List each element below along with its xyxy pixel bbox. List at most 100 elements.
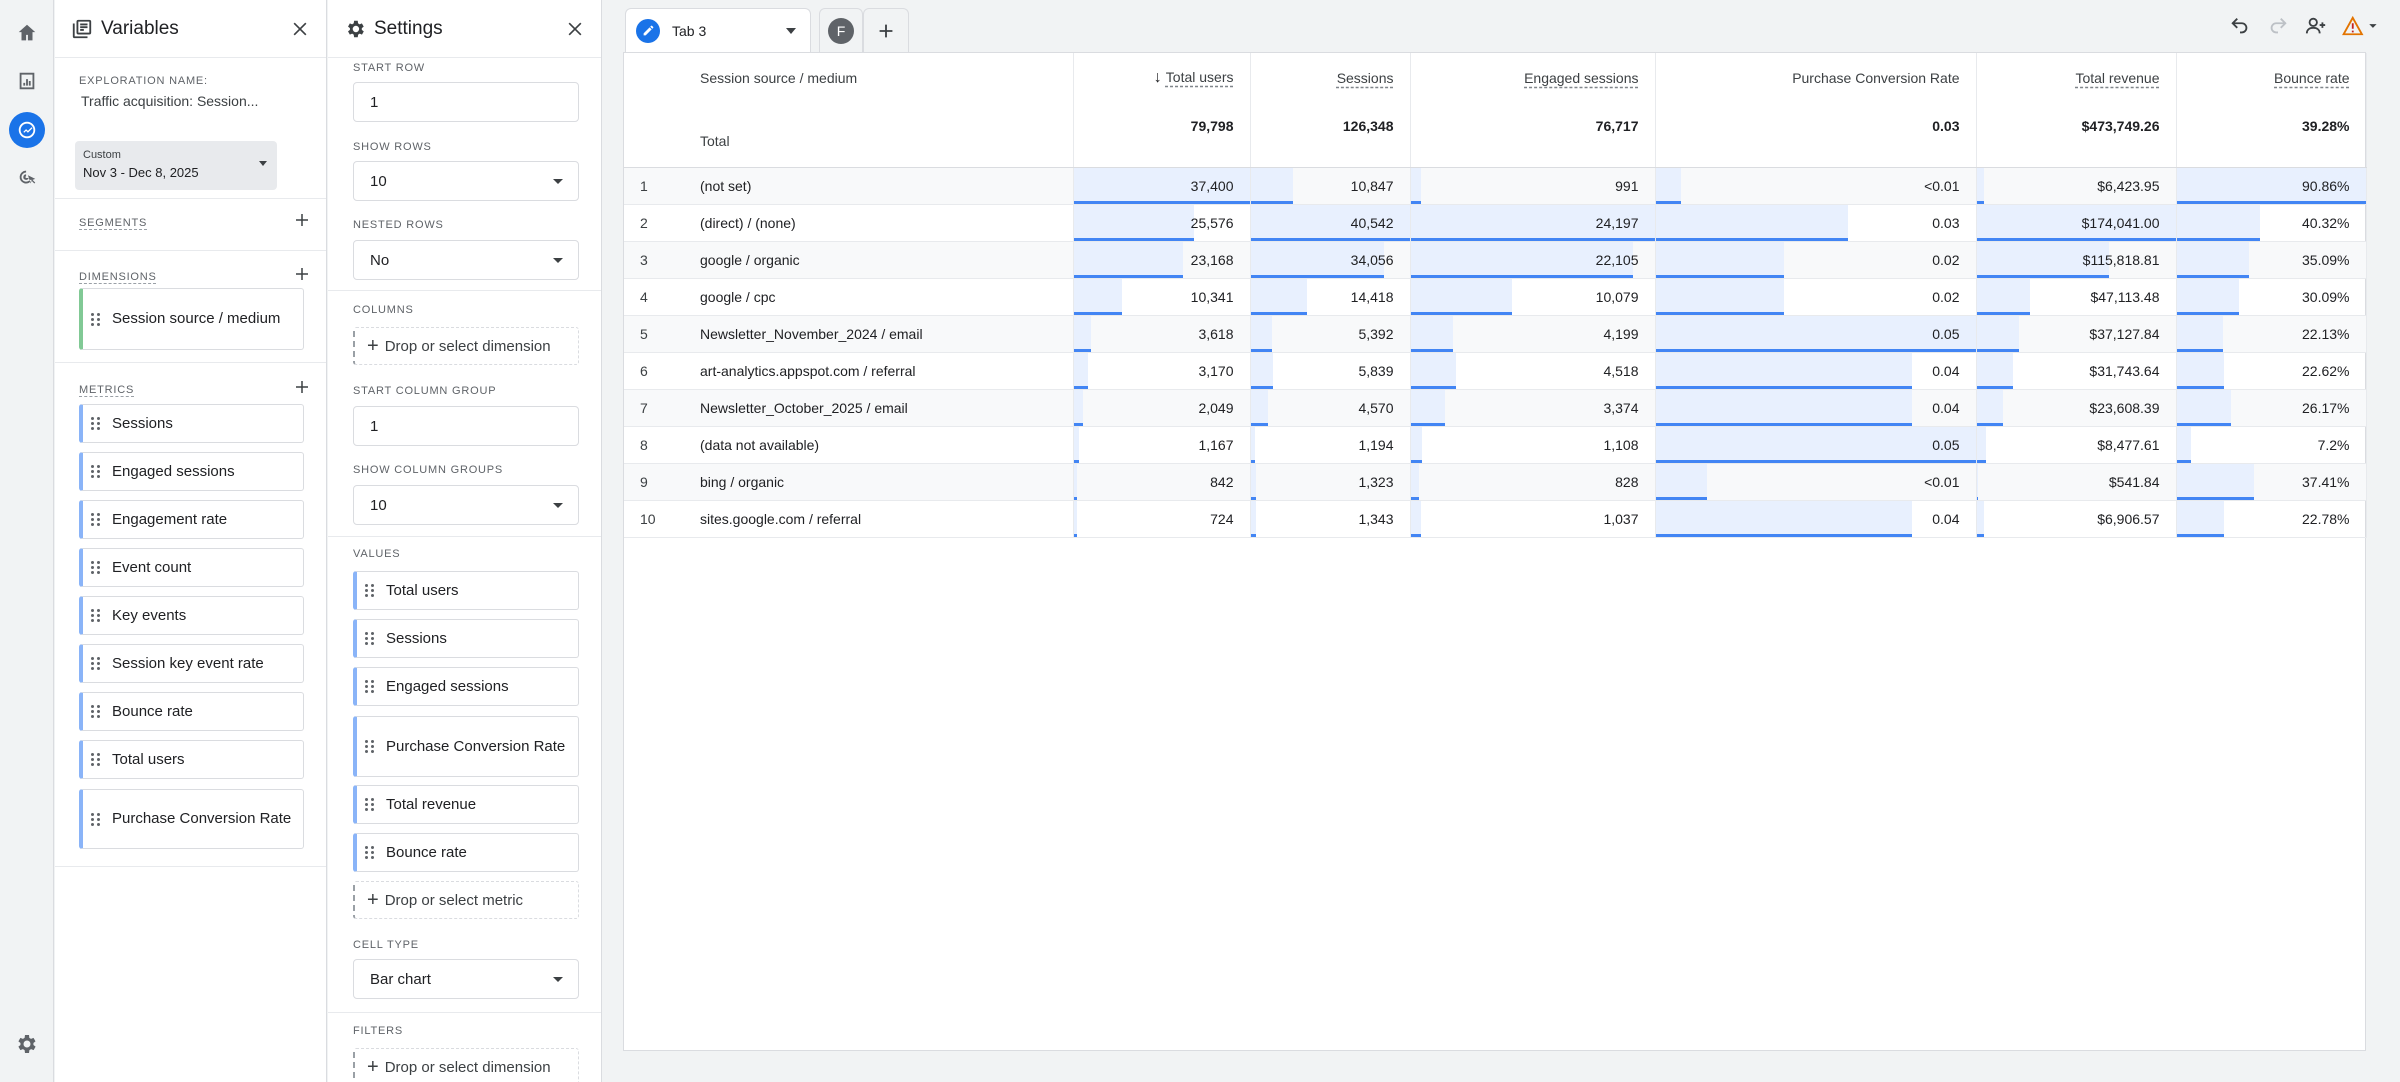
metric-cell[interactable]: $174,041.00 (1976, 204, 2177, 242)
metric-cell[interactable]: 90.86% (2176, 167, 2367, 205)
close-icon[interactable] (563, 17, 587, 41)
metric-cell[interactable]: 0.02 (1655, 241, 1977, 279)
metric-cell[interactable]: 1,323 (1250, 463, 1411, 501)
dimension-header[interactable]: Session source / medium (624, 53, 1074, 103)
metric-cell[interactable]: $6,906.57 (1976, 500, 2177, 538)
metric-cell[interactable]: $541.84 (1976, 463, 2177, 501)
metric-chip[interactable]: Bounce rate (79, 692, 304, 731)
drag-handle-icon[interactable] (91, 561, 101, 574)
share-icon[interactable] (2302, 12, 2330, 40)
drag-handle-icon[interactable] (91, 417, 101, 430)
metric-cell[interactable]: 40,542 (1250, 204, 1411, 242)
metric-cell[interactable]: 828 (1410, 463, 1656, 501)
metric-cell[interactable]: $31,743.64 (1976, 352, 2177, 390)
drag-handle-icon[interactable] (365, 740, 375, 753)
metric-cell[interactable]: 1,037 (1410, 500, 1656, 538)
column-header-total-users[interactable]: ↓ Total users (1073, 53, 1251, 103)
exploration-name[interactable]: EXPLORATION NAME: Traffic acquisition: S… (79, 75, 309, 109)
drag-handle-icon[interactable] (91, 705, 101, 718)
metric-cell[interactable]: 0.05 (1655, 315, 1977, 353)
metric-cell[interactable]: 0.02 (1655, 278, 1977, 316)
exploration-name-value[interactable]: Traffic acquisition: Session... (81, 93, 259, 109)
drag-handle-icon[interactable] (91, 657, 101, 670)
metric-cell[interactable]: 14,418 (1250, 278, 1411, 316)
metric-cell[interactable]: $47,113.48 (1976, 278, 2177, 316)
metric-cell[interactable]: 0.05 (1655, 426, 1977, 464)
metric-cell[interactable]: $37,127.84 (1976, 315, 2177, 353)
metric-cell[interactable]: $6,423.95 (1976, 167, 2177, 205)
table-row[interactable]: 1 (not set) 37,400 10,847 991 <0.01 $6,423.95 9… (624, 167, 2367, 205)
dimension-cell[interactable]: art-analytics.appspot.com / referral (692, 352, 1074, 390)
metric-cell[interactable]: 22.78% (2176, 500, 2367, 538)
add-tab-button[interactable] (863, 8, 909, 52)
metric-cell[interactable]: 30.09% (2176, 278, 2367, 316)
column-header-purchase-conversion-rate[interactable]: Purchase Conversion Rate (1655, 53, 1977, 103)
dimension-cell[interactable]: (data not available) (692, 426, 1074, 464)
metric-cell[interactable]: 34,056 (1250, 241, 1411, 279)
metric-cell[interactable]: 1,108 (1410, 426, 1656, 464)
drag-handle-icon[interactable] (365, 680, 375, 693)
metric-cell[interactable]: 22,105 (1410, 241, 1656, 279)
dimension-cell[interactable]: sites.google.com / referral (692, 500, 1074, 538)
metric-cell[interactable]: 23,168 (1073, 241, 1251, 279)
admin-gear-icon[interactable] (14, 1032, 40, 1058)
drag-handle-icon[interactable] (91, 753, 101, 766)
metric-cell[interactable]: <0.01 (1655, 463, 1977, 501)
filters-drop-zone[interactable]: + Drop or select dimension (353, 1048, 579, 1082)
dimension-cell[interactable]: google / organic (692, 241, 1074, 279)
metric-chip[interactable]: Key events (79, 596, 304, 635)
close-icon[interactable] (288, 17, 312, 41)
metric-cell[interactable]: 5,839 (1250, 352, 1411, 390)
metric-cell[interactable]: 2,049 (1073, 389, 1251, 427)
drag-handle-icon[interactable] (91, 812, 101, 826)
dimension-cell[interactable]: google / cpc (692, 278, 1074, 316)
tab-active[interactable]: Tab 3 (625, 8, 811, 52)
dimension-cell[interactable]: (direct) / (none) (692, 204, 1074, 242)
metric-chip[interactable]: Session key event rate (79, 644, 304, 683)
metric-cell[interactable]: 4,518 (1410, 352, 1656, 390)
columns-drop-zone[interactable]: + Drop or select dimension (353, 327, 579, 365)
table-row[interactable]: 8 (data not available) 1,167 1,194 1,108 0.05… (624, 426, 2367, 464)
dimension-cell[interactable]: Newsletter_October_2025 / email (692, 389, 1074, 427)
metric-cell[interactable]: 26.17% (2176, 389, 2367, 427)
metric-cell[interactable]: 991 (1410, 167, 1656, 205)
cell-type-select[interactable]: Bar chart (353, 959, 579, 999)
values-drop-zone[interactable]: + Drop or select metric (353, 881, 579, 919)
add-dimension-icon[interactable] (293, 265, 311, 288)
advertising-icon[interactable] (9, 160, 45, 196)
home-icon[interactable] (9, 15, 45, 51)
table-row[interactable]: 2 (direct) / (none) 25,576 40,542 24,197 0.03… (624, 204, 2367, 242)
column-header-sessions[interactable]: Sessions (1250, 53, 1411, 103)
table-row[interactable]: 6 art-analytics.appspot.com / referral 3,1… (624, 352, 2367, 390)
metric-chip[interactable]: Total users (79, 740, 304, 779)
value-chip[interactable]: Engaged sessions (353, 667, 579, 706)
table-row[interactable]: 4 google / cpc 10,341 14,418 10,079 0.02 $47,1… (624, 278, 2367, 316)
drag-handle-icon[interactable] (91, 609, 101, 622)
metric-cell[interactable]: 0.04 (1655, 389, 1977, 427)
metric-cell[interactable]: 724 (1073, 500, 1251, 538)
metric-cell[interactable]: 25,576 (1073, 204, 1251, 242)
metric-cell[interactable]: 37,400 (1073, 167, 1251, 205)
dimension-cell[interactable]: (not set) (692, 167, 1074, 205)
metric-cell[interactable]: 3,374 (1410, 389, 1656, 427)
metric-cell[interactable]: 10,079 (1410, 278, 1656, 316)
metric-cell[interactable]: $115,818.81 (1976, 241, 2177, 279)
drag-handle-icon[interactable] (365, 798, 375, 811)
table-row[interactable]: 7 Newsletter_October_2025 / email 2,049 4,5… (624, 389, 2367, 427)
metric-cell[interactable]: 35.09% (2176, 241, 2367, 279)
metric-chip[interactable]: Engagement rate (79, 500, 304, 539)
drag-handle-icon[interactable] (91, 312, 101, 326)
show-rows-select[interactable]: 10 (353, 161, 579, 201)
value-chip[interactable]: Total revenue (353, 785, 579, 824)
metric-cell[interactable]: 4,199 (1410, 315, 1656, 353)
start-column-group-input[interactable]: 1 (353, 406, 579, 446)
add-segment-icon[interactable] (293, 211, 311, 234)
column-header-engaged-sessions[interactable]: Engaged sessions (1410, 53, 1656, 103)
metric-cell[interactable]: 1,343 (1250, 500, 1411, 538)
undo-icon[interactable] (2226, 12, 2254, 40)
add-metric-icon[interactable] (293, 378, 311, 401)
metric-cell[interactable]: 3,170 (1073, 352, 1251, 390)
warning-icon[interactable] (2340, 12, 2382, 40)
metric-chip[interactable]: Purchase Conversion Rate (79, 789, 304, 849)
drag-handle-icon[interactable] (365, 632, 375, 645)
